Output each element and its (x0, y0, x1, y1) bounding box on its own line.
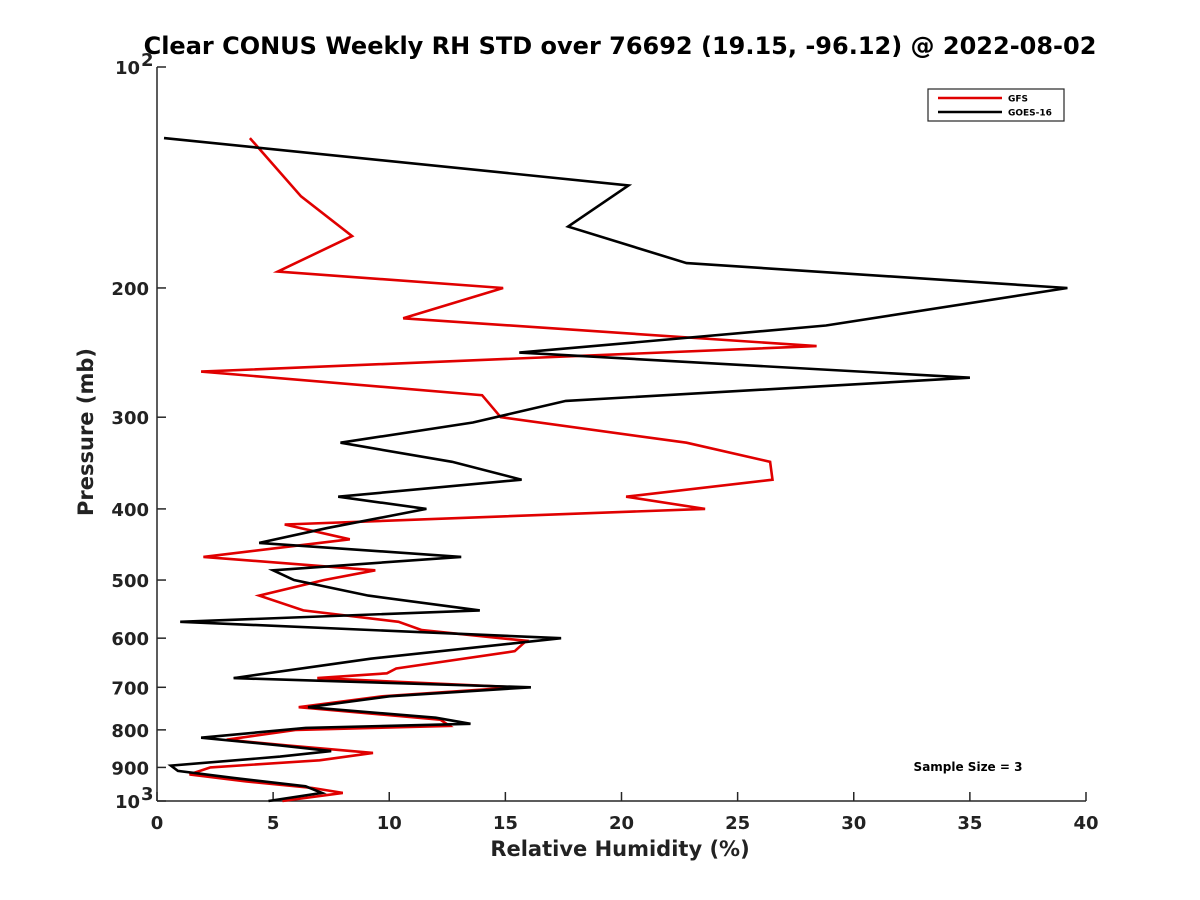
legend-label-gfs: GFS (1008, 95, 1028, 105)
y-tick-exponent: 3 (141, 784, 154, 805)
x-tick-label: 40 (1073, 813, 1098, 834)
legend: GFS GOES-16 (927, 88, 1065, 122)
sample-size-annotation: Sample Size = 3 (914, 760, 1023, 774)
x-tick-label: 35 (957, 813, 982, 834)
y-tick-label: 800 (111, 721, 149, 742)
y-tick-exponent: 2 (141, 50, 154, 71)
x-tick-label: 10 (377, 813, 402, 834)
series-line-gfs (189, 137, 817, 803)
legend-label-goes-16: GOES-16 (1008, 109, 1052, 119)
legend-box (927, 88, 1065, 122)
x-tick-label: 30 (841, 813, 866, 834)
x-tick-label: 25 (725, 813, 750, 834)
y-tick-label: 10 (115, 792, 140, 813)
y-tick-label: 700 (111, 678, 149, 699)
y-tick-label: 900 (111, 758, 149, 779)
y-axis-label: Pressure (mb) (74, 348, 98, 516)
x-tick-label: 0 (151, 813, 164, 834)
x-tick-label: 20 (609, 813, 634, 834)
series-line-goes-16 (163, 136, 1068, 803)
x-tick-label: 5 (267, 813, 280, 834)
y-tick-label: 500 (111, 571, 149, 592)
x-axis-label: Relative Humidity (%) (490, 837, 749, 861)
y-tick-label: 300 (111, 408, 149, 429)
y-tick-label: 600 (111, 629, 149, 650)
y-tick-label: 200 (111, 279, 149, 300)
y-tick-label: 400 (111, 500, 149, 521)
chart-title: Clear CONUS Weekly RH STD over 76692 (19… (144, 32, 1097, 60)
x-tick-label: 15 (493, 813, 518, 834)
y-tick-label: 10 (115, 58, 140, 79)
